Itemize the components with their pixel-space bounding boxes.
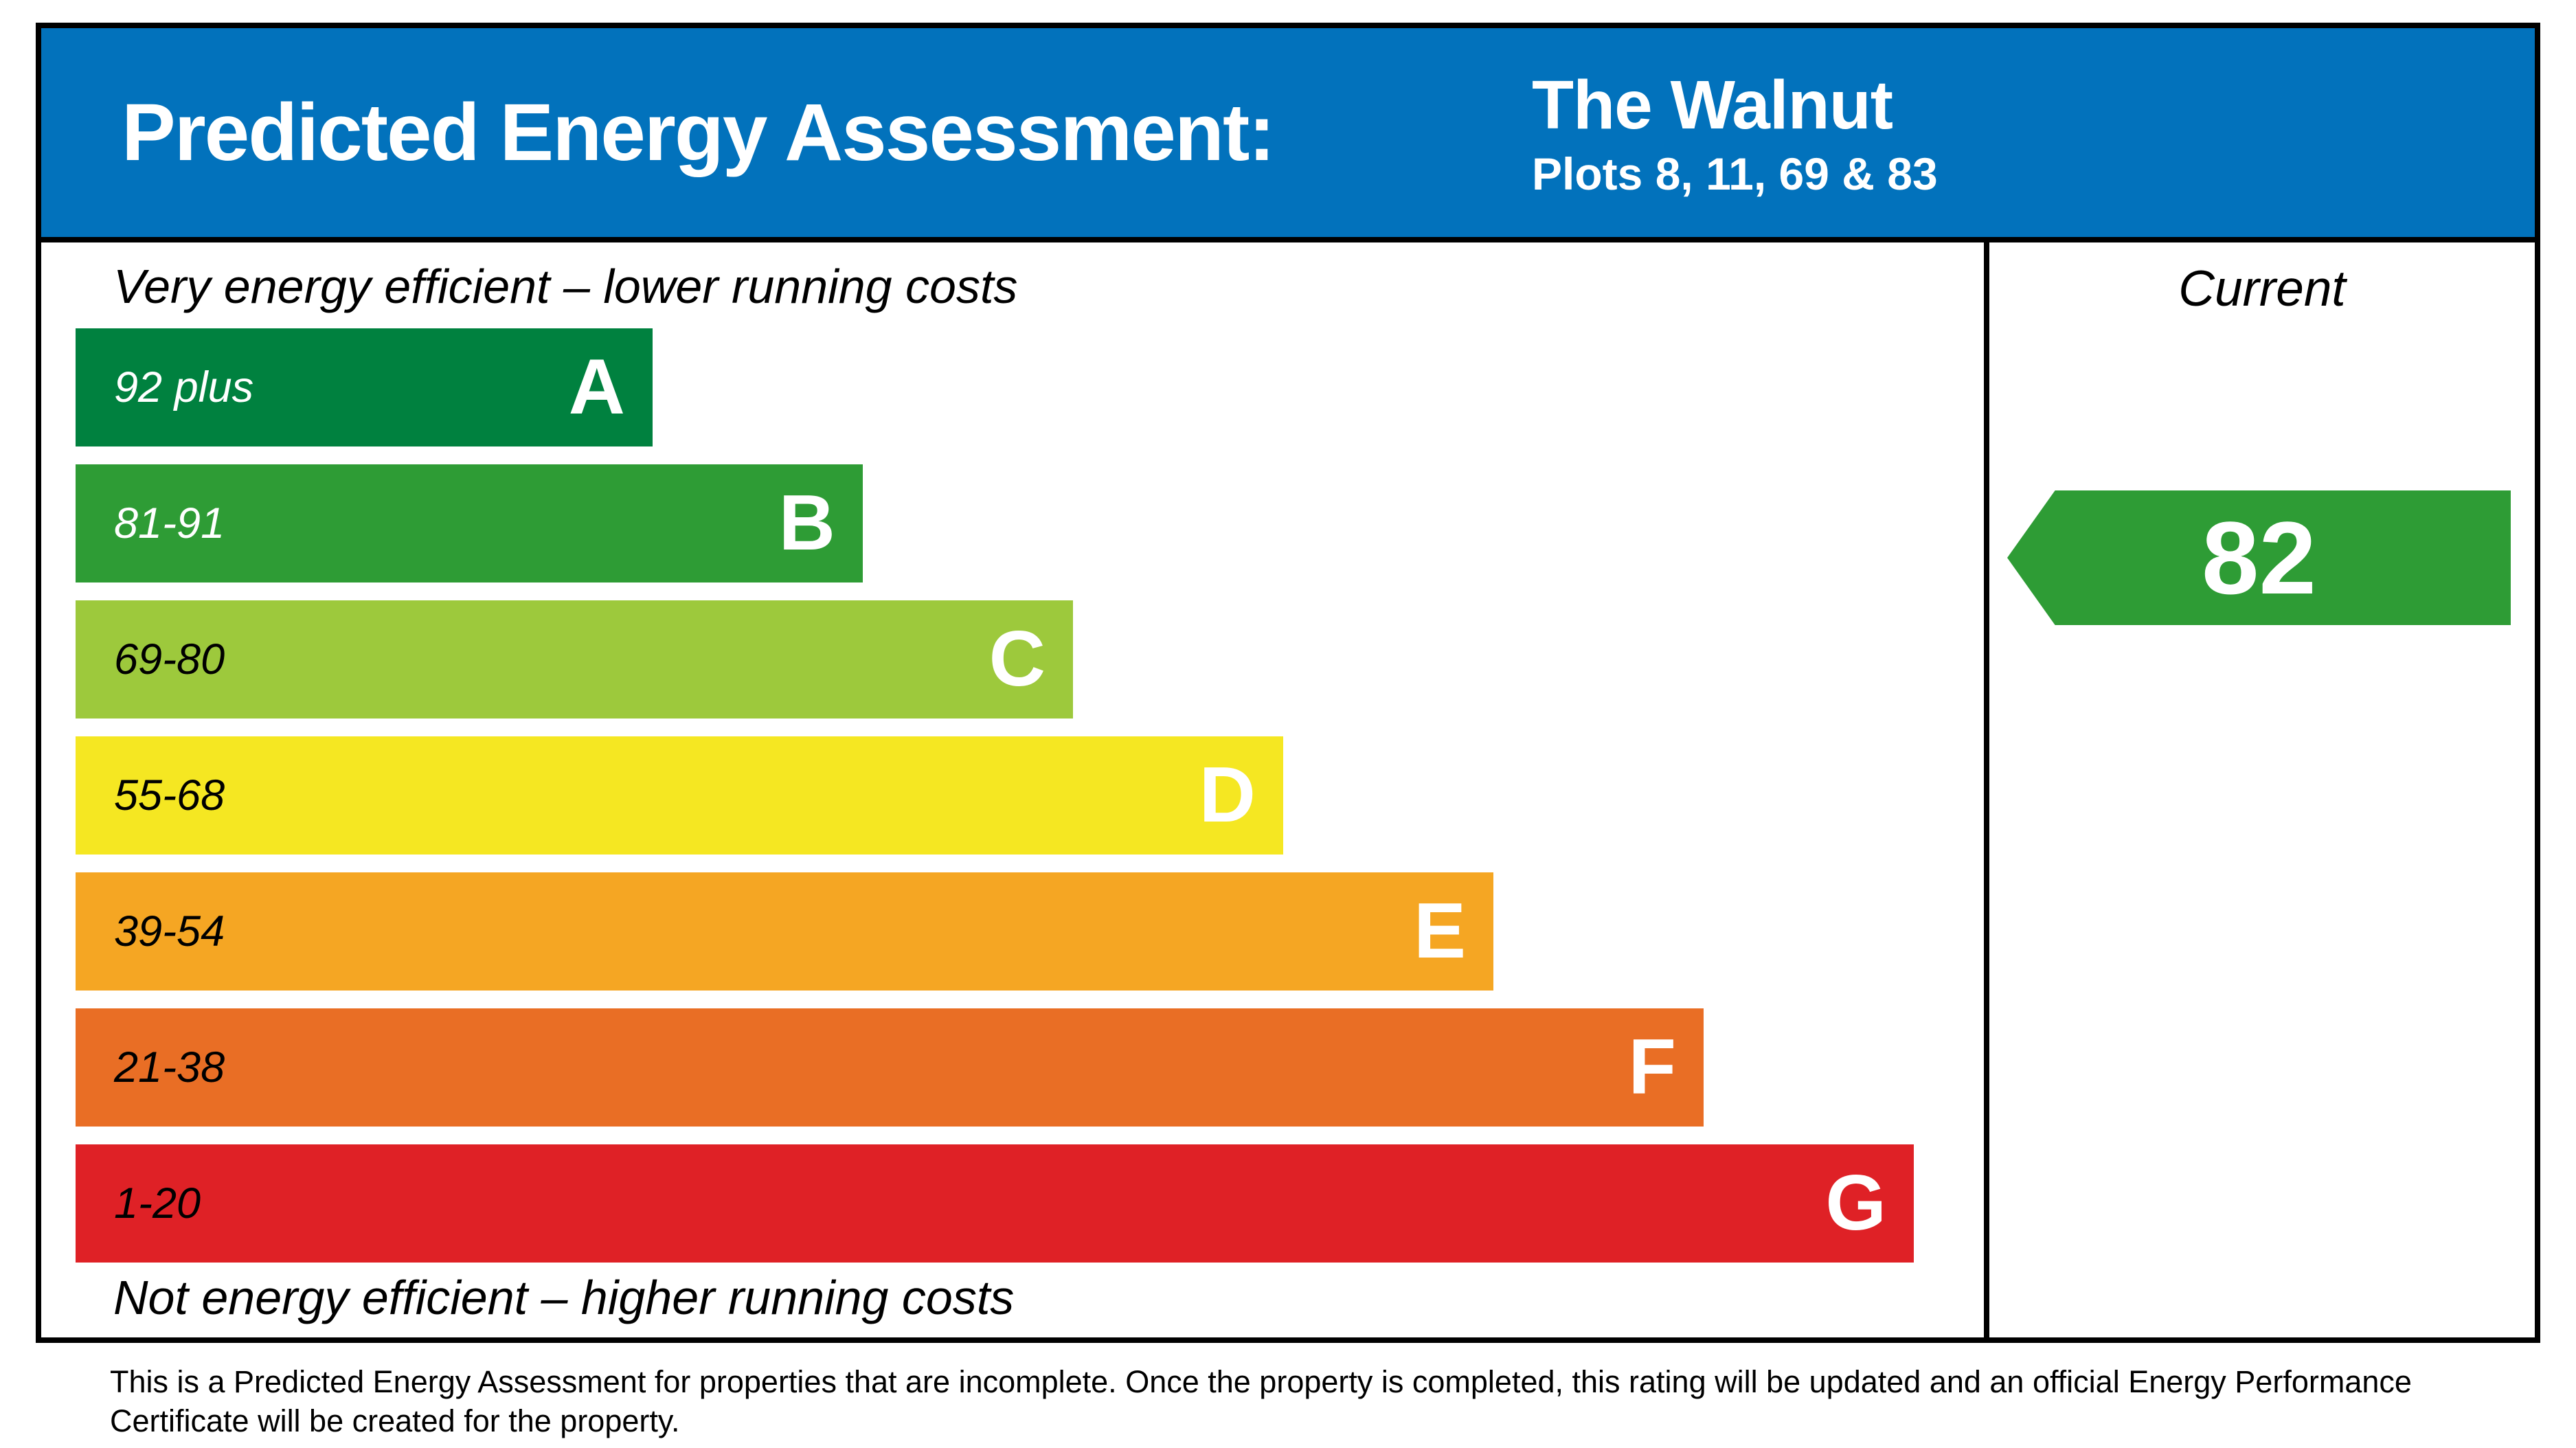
current-column-divider xyxy=(1984,242,1989,1337)
current-rating-value: 82 xyxy=(2202,499,2316,615)
band-letter: A xyxy=(568,343,625,431)
epc-band-f: 21-38 F xyxy=(76,1008,1704,1127)
property-plots: Plots 8, 11, 69 & 83 xyxy=(1532,148,1938,199)
property-name: The Walnut xyxy=(1532,67,1893,144)
band-range-label: 92 plus xyxy=(114,363,254,411)
epc-band-g: 1-20 G xyxy=(76,1144,1914,1263)
epc-band-e: 39-54 E xyxy=(76,872,1493,991)
current-column-header: Current xyxy=(2178,261,2346,317)
very-efficient-label: Very energy efficient – lower running co… xyxy=(113,260,1018,313)
footer-disclaimer: This is a Predicted Energy Assessment fo… xyxy=(110,1364,2412,1438)
current-rating-arrow: 82 xyxy=(2007,490,2511,625)
epc-chart-frame: Predicted Energy Assessment: The Walnut … xyxy=(36,23,2540,1343)
band-range-label: 1-20 xyxy=(114,1179,201,1228)
not-efficient-label: Not energy efficient – higher running co… xyxy=(113,1271,1015,1324)
band-letter: E xyxy=(1413,887,1466,975)
epc-bands: 92 plus A 81-91 B 69-80 C 55-68 D 39-54 … xyxy=(76,328,1914,1280)
epc-band-b: 81-91 B xyxy=(76,464,863,582)
property-info: The Walnut Plots 8, 11, 69 & 83 xyxy=(1532,68,1938,199)
band-range-label: 55-68 xyxy=(114,771,225,819)
band-range-label: 69-80 xyxy=(114,635,225,683)
band-letter: C xyxy=(988,615,1046,703)
epc-band-c: 69-80 C xyxy=(76,600,1073,719)
band-range-label: 39-54 xyxy=(114,907,225,955)
band-letter: B xyxy=(778,479,835,567)
band-letter: F xyxy=(1628,1023,1676,1111)
header-banner: Predicted Energy Assessment: The Walnut … xyxy=(41,28,2535,242)
band-range-label: 21-38 xyxy=(114,1043,225,1091)
band-letter: G xyxy=(1825,1159,1886,1247)
epc-band-a: 92 plus A xyxy=(76,328,653,446)
page-title: Predicted Energy Assessment: xyxy=(122,87,1276,178)
band-letter: D xyxy=(1199,751,1256,839)
epc-band-d: 55-68 D xyxy=(76,736,1283,855)
band-range-label: 81-91 xyxy=(114,499,225,547)
